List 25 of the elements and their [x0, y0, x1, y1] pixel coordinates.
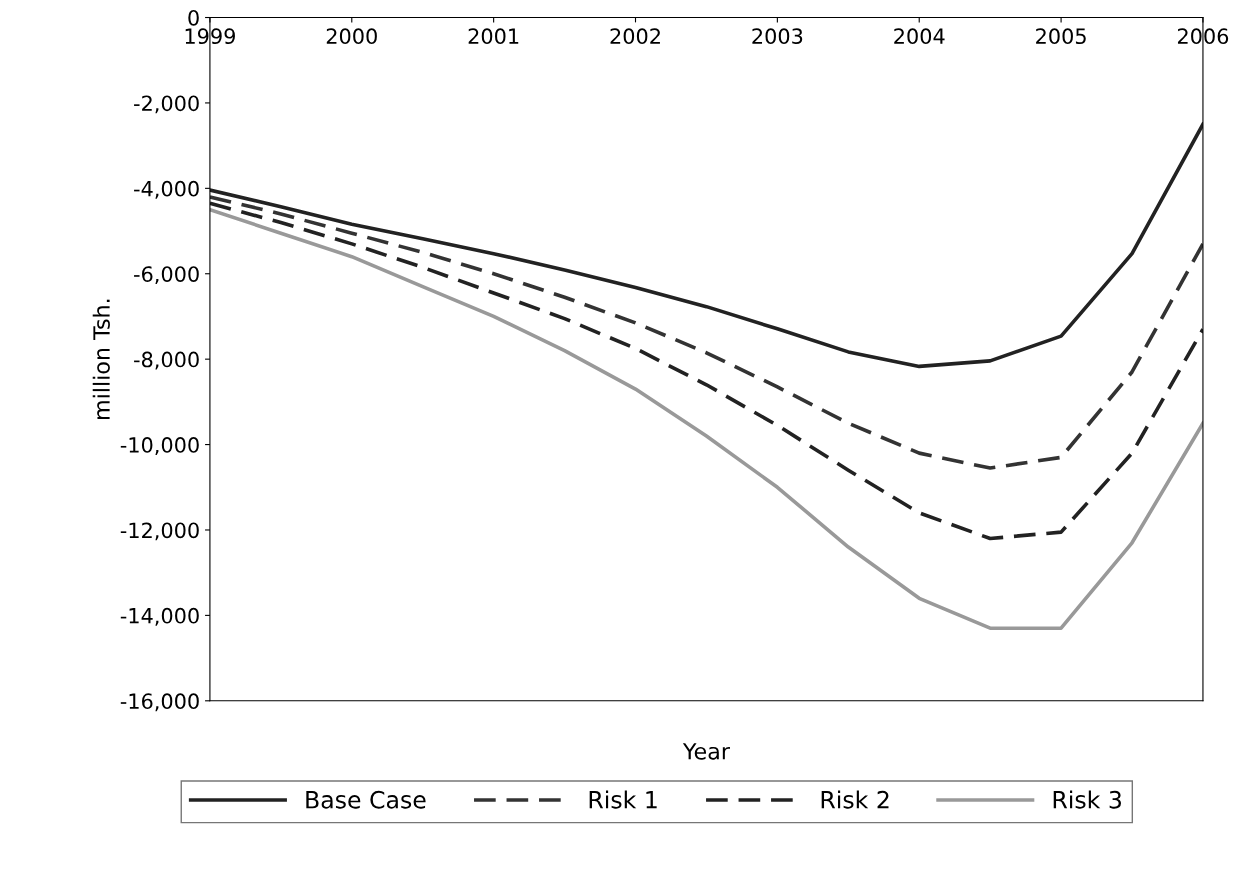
line-series — [209, 207, 1203, 631]
y-tick-label: -2,000 — [134, 95, 199, 114]
line-series — [209, 195, 1203, 470]
y-axis-title: million Tsh. — [92, 299, 110, 419]
legend-label: Risk 1 — [589, 790, 657, 809]
x-tick-label: 2004 — [894, 28, 945, 45]
legend-label: Risk 2 — [821, 790, 889, 809]
y-tick-label: -16,000 — [120, 693, 199, 712]
y-tick-label: -6,000 — [134, 266, 199, 285]
y-tick-label: -8,000 — [134, 351, 199, 370]
x-tick-label: 2000 — [326, 28, 377, 45]
line-series — [209, 201, 1203, 541]
y-tick-label: -10,000 — [120, 437, 199, 455]
y-tick-label: -12,000 — [120, 522, 199, 541]
y-tick-label: -4,000 — [134, 180, 199, 199]
y-tick-label: -14,000 — [120, 607, 199, 626]
x-tick-label: 2002 — [610, 28, 660, 45]
x-axis-title: Year — [682, 743, 730, 760]
y-tick-label: 0 — [188, 9, 199, 26]
legend-label: Risk 3 — [1053, 790, 1121, 809]
line-series — [209, 122, 1203, 369]
x-tick-label: 2001 — [468, 28, 519, 45]
x-tick-label: 2005 — [1036, 28, 1086, 45]
legend-label: Base Case — [306, 790, 426, 809]
x-tick-label: 2003 — [752, 28, 803, 45]
